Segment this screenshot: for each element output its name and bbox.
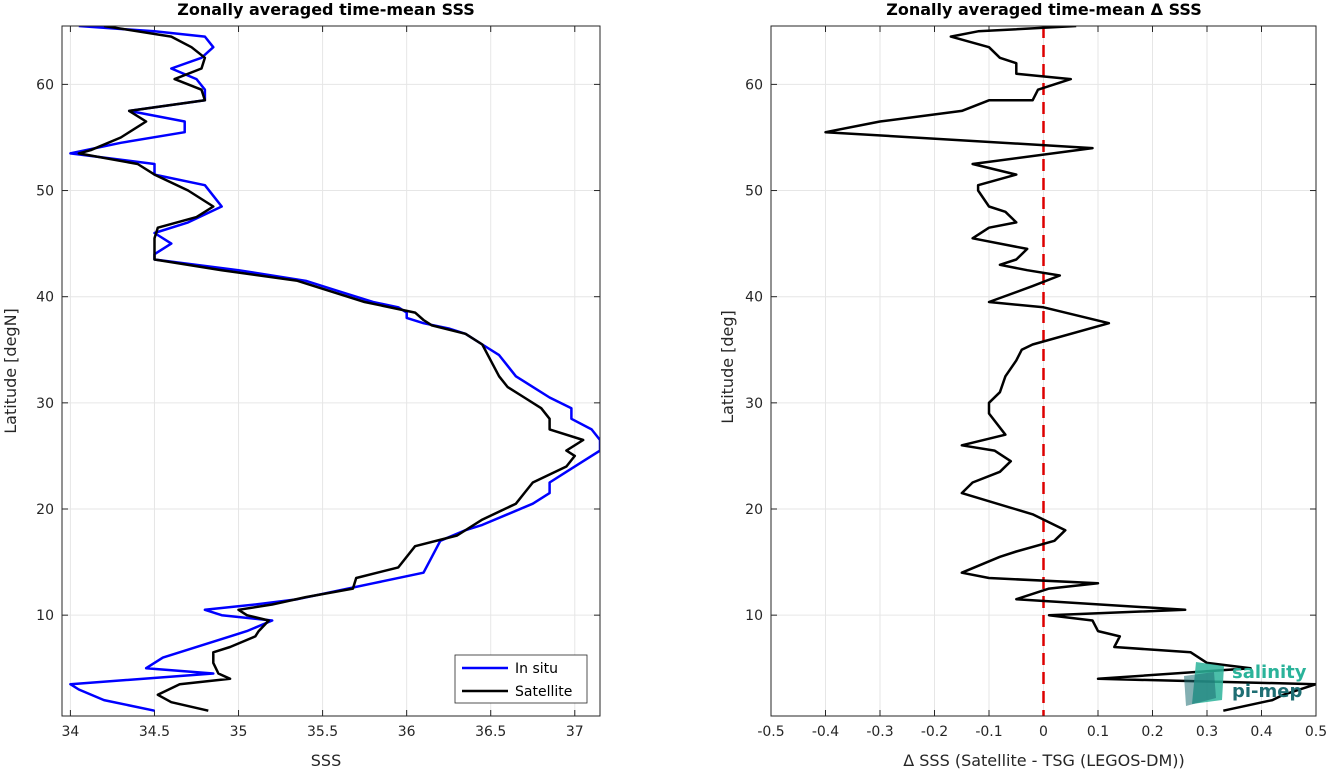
left-y-tick-label: 40 — [36, 290, 54, 306]
legend-label-in-situ: In situ — [515, 661, 558, 677]
right-y-tick-label: 30 — [745, 396, 763, 412]
right-x-tick-label: 0 — [1039, 724, 1048, 740]
right-y-tick-label: 40 — [745, 290, 763, 306]
left-plot-background — [62, 26, 600, 716]
logo-text-salinity: salinity — [1232, 662, 1307, 683]
right-x-tick-label: -0.5 — [757, 724, 784, 740]
right-x-tick-label: 0.5 — [1305, 724, 1327, 740]
left-x-axis-label: SSS — [311, 751, 341, 769]
left-chart-title: Zonally averaged time-mean SSS — [177, 0, 475, 19]
right-x-axis-label: Δ SSS (Satellite - TSG (LEGOS-DM)) — [903, 751, 1185, 769]
right-x-tick-label: 0.1 — [1087, 724, 1109, 740]
legend-box — [454, 654, 588, 704]
left-x-tick-label: 36.5 — [475, 724, 506, 740]
left-y-tick-label: 10 — [36, 608, 54, 624]
left-x-tick-label: 34.5 — [139, 724, 170, 740]
logo-text-pi-mep: pi-mep — [1232, 681, 1302, 702]
right-x-tick-label: 0.3 — [1196, 724, 1218, 740]
right-series-line-delta-sss — [824, 26, 1316, 712]
left-y-tick-label: 20 — [36, 502, 54, 518]
right-axes-box — [770, 25, 1317, 717]
right-y-tick-label: 20 — [745, 502, 763, 518]
right-x-tick-label: -0.1 — [975, 724, 1002, 740]
left-y-tick-label: 50 — [36, 184, 54, 200]
right-x-tick-label: 0.2 — [1141, 724, 1163, 740]
left-axes-box — [61, 25, 601, 717]
left-y-tick-label: 60 — [36, 77, 54, 93]
right-y-tick-label: 60 — [745, 77, 763, 93]
left-x-tick-label: 36 — [398, 724, 416, 740]
right-x-tick-label: -0.4 — [812, 724, 839, 740]
legend-label-satellite: Satellite — [515, 684, 572, 700]
left-chart-panel: 34 34.5 35 35.5 36 36.5 37 10 20 30 40 50 60 Zonally… — [1, 0, 601, 769]
left-y-axis-label: Latitude [degN] — [1, 308, 20, 434]
left-x-tick-label: 37 — [566, 724, 584, 740]
left-series-line-satellite — [77, 26, 585, 712]
logo-wave-shape-back — [1184, 672, 1216, 706]
salinity-pi-mep-logo: salinity pi-mep — [1184, 662, 1307, 706]
right-x-tick-label: 0.4 — [1250, 724, 1272, 740]
left-x-tick-label: 35.5 — [307, 724, 338, 740]
right-chart-title: Zonally averaged time-mean Δ SSS — [886, 0, 1202, 19]
right-y-tick-label: 50 — [745, 184, 763, 200]
right-y-axis-label: Latitude [deg] — [718, 310, 737, 424]
left-plot-area: 34 34.5 35 35.5 36 36.5 37 10 20 30 40 50 60 — [36, 25, 601, 740]
left-y-tick-label: 30 — [36, 396, 54, 412]
right-plot-area: -0.5 -0.4 -0.3 -0.2 -0.1 0 0.1 0.2 0.3 0.4 0.5 10 20… — [745, 25, 1327, 740]
left-legend: In situ Satellite — [454, 654, 588, 704]
right-x-tick-label: -0.3 — [866, 724, 893, 740]
right-y-tick-label: 10 — [745, 608, 763, 624]
left-x-tick-label: 35 — [230, 724, 248, 740]
right-chart-panel: -0.5 -0.4 -0.3 -0.2 -0.1 0 0.1 0.2 0.3 0.4 0.5 10 20… — [718, 0, 1327, 769]
left-x-tick-label: 34 — [61, 724, 79, 740]
left-series-line-in-situ — [69, 26, 600, 712]
right-x-tick-label: -0.2 — [921, 724, 948, 740]
